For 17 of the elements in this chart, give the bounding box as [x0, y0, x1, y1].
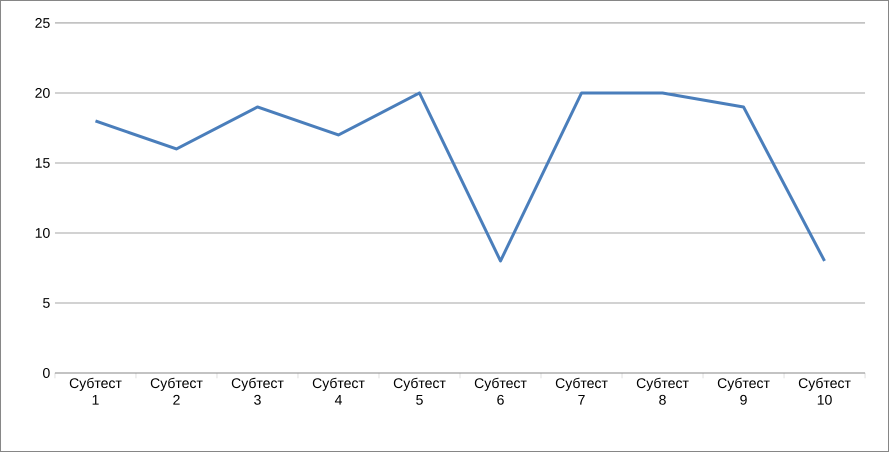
- x-tick-label: Субтест 7: [556, 378, 608, 405]
- x-tick-label: Субтест 1: [70, 378, 122, 405]
- x-tick-label: Субтест 6: [474, 378, 527, 405]
- y-tick-label: 15: [36, 158, 50, 168]
- line-series: [94, 91, 826, 262]
- x-tick-label: Субтест 9: [718, 378, 770, 405]
- y-tick-label: 20: [35, 88, 50, 98]
- x-tick-label: Субтест 10: [798, 378, 851, 405]
- x-tick-label: Субтест 5: [394, 378, 446, 405]
- y-tick-label: 10: [36, 228, 50, 238]
- x-tick-label: Субтест 4: [312, 378, 365, 405]
- y-tick-label: 25: [35, 18, 50, 28]
- x-tick-label: Субтест 2: [150, 378, 203, 405]
- x-tick-label: Субтест 3: [232, 378, 284, 405]
- x-tick-label: Субтест 8: [636, 378, 689, 405]
- y-tick-label: 0: [43, 368, 50, 378]
- y-tick-label: 5: [43, 298, 50, 308]
